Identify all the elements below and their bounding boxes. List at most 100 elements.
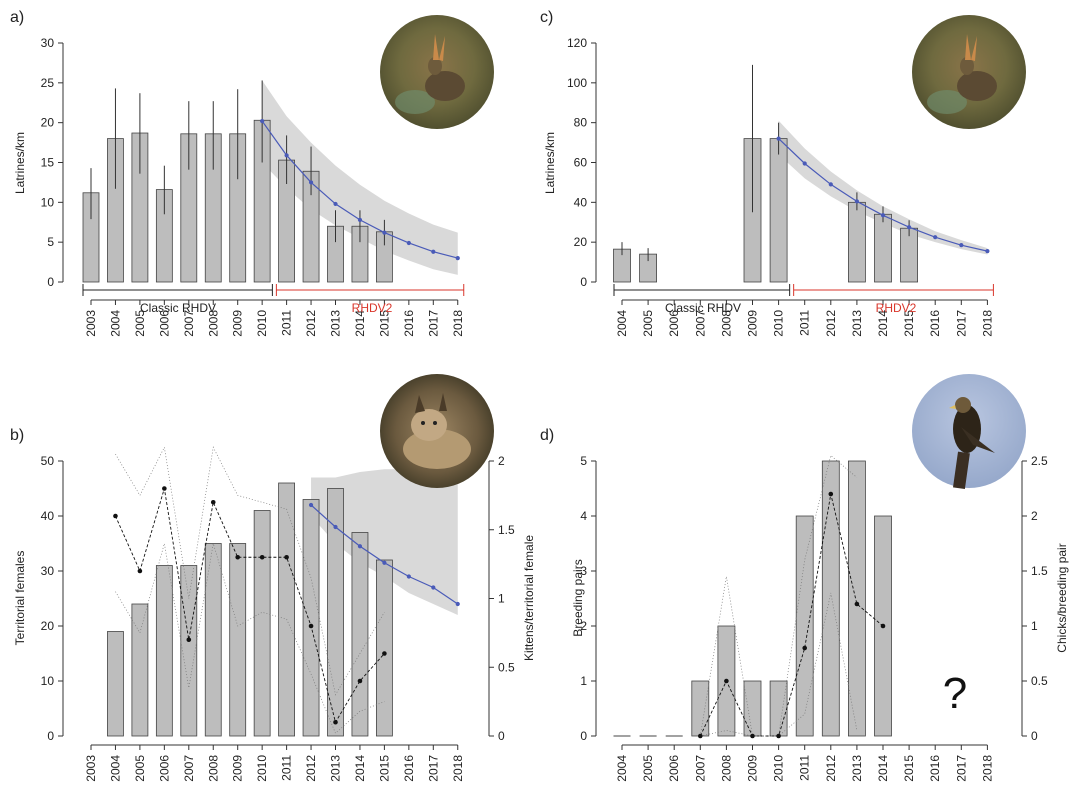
y-tick-label-20: 20 [41,619,55,633]
y-tick-label-10: 10 [41,195,55,209]
y-tick-label-5: 5 [580,454,587,468]
trend-point-2015 [907,225,912,230]
bar-2014 [874,213,892,283]
panel-b-label: b) [10,427,24,444]
bar-2015 [900,227,918,283]
trend-point-2018 [455,256,460,261]
x-tick-label-2005: 2005 [133,310,147,337]
bar-2008 [204,543,222,737]
x-tick-label-2004: 2004 [615,310,629,337]
bar-2009 [229,543,247,737]
panel-c-classic-label: Classic RHDV [665,301,741,315]
bar-2013 [848,460,866,737]
productivity-point-2005 [137,568,143,574]
y-tick-label-15: 15 [41,156,55,170]
y-tick-label-50: 50 [41,454,55,468]
x-tick-label-2014: 2014 [353,310,367,337]
y-tick-label-4: 4 [580,509,587,523]
x-tick-label-2008: 2008 [206,310,220,337]
y-tick-label-60: 60 [574,156,588,170]
bar-2010 [253,510,271,737]
trend-point-2013 [854,199,860,204]
x-tick-label-2012: 2012 [304,310,318,337]
productivity-point-2007 [186,637,192,643]
x-tick-label-2015: 2015 [377,755,391,782]
y-tick-label-3: 3 [580,564,587,578]
panel-d-label: d) [540,427,554,444]
panel-b-y2label: Kittens/territorial female [522,535,536,661]
x-tick-label-2003: 2003 [84,310,98,337]
lynx-photo-icon [380,374,494,488]
panel-c-rhdv2-label: RHDV2 [876,301,917,315]
x-tick-label-2003: 2003 [84,755,98,782]
trend-point-2016 [406,574,411,579]
x-tick-label-2007: 2007 [693,310,707,337]
x-tick-label-2012: 2012 [824,310,838,337]
trend-point-2016 [933,235,938,240]
bar-2014 [351,532,369,737]
y-tick-label-40: 40 [574,195,588,209]
trend-point-2013 [333,524,338,530]
x-tick-label-2007: 2007 [182,755,196,782]
panel-a-rabbit-latrines-chart: 0 5 10 15 20 25 30 2003 2004 2005 2006 2007 2008 2009… [41,36,465,337]
y-tick-label-1: 1 [580,674,587,688]
x-tick-label-2018: 2018 [980,310,994,337]
x-tick-label-2009: 2009 [231,755,245,782]
bar-2010 [769,138,788,283]
x-tick-label-2015: 2015 [902,310,916,337]
productivity-line [115,488,385,724]
y-tick-label-25: 25 [41,76,55,90]
x-tick-label-2010: 2010 [772,310,786,337]
productivity-point-2013 [333,719,338,725]
trend-point-2017 [431,249,436,254]
productivity-point-2007 [698,733,703,739]
bar-2004 [107,631,124,737]
x-tick-label-2018: 2018 [451,310,465,337]
productivity-point-2004 [113,513,118,519]
y2-tick-label-0.5: 0.5 [1031,674,1048,688]
panel-a-ylabel: Latrines/km [13,132,27,194]
panel-b-lynx-females-chart: 0 10 20 30 40 50 0 0.5 1 1.5 2 2003 2004 2005 2006 2007… [41,446,515,782]
x-tick-label-2016: 2016 [402,310,416,337]
y-tick-label-5: 5 [47,235,54,249]
x-tick-label-2018: 2018 [980,755,994,782]
panel-a-classic-label: Classic RHDV [140,301,216,315]
x-tick-label-2017: 2017 [426,755,440,782]
rabbit-photo-icon [380,15,494,129]
x-tick-label-2012: 2012 [304,755,318,782]
x-tick-label-2011: 2011 [798,310,812,336]
y-tick-label-30: 30 [41,564,55,578]
x-tick-label-2005: 2005 [641,310,655,337]
x-tick-label-2006: 2006 [667,310,681,337]
y-tick-label-2: 2 [580,619,587,633]
panel-b-ylabel: Territorial females [13,551,27,646]
panel-c-label: c) [540,9,553,26]
bar-2011 [278,482,296,737]
x-tick-label-2009: 2009 [746,755,760,782]
panel-d-eagle-pairs-chart: 0 1 2 3 4 5 0 0.5 1 1.5 2 2.5 2004 2005 2006 2007 2008 20… [580,454,1048,782]
x-tick-label-2011: 2011 [280,755,294,781]
x-tick-label-2010: 2010 [772,755,786,782]
y-tick-label-0: 0 [580,275,587,289]
x-tick-label-2014: 2014 [876,310,890,337]
trend-point-2015 [382,560,387,565]
x-tick-label-2016: 2016 [928,310,942,337]
productivity-lower-ci [700,592,858,737]
productivity-point-2011 [802,645,807,651]
y-tick-label-80: 80 [574,116,588,130]
x-tick-label-2009: 2009 [746,310,760,337]
productivity-point-2014 [357,678,363,684]
trend-point-2014 [880,213,886,218]
x-tick-label-2017: 2017 [954,310,968,337]
trend-point-2011 [284,153,289,158]
x-tick-label-2018: 2018 [451,755,465,782]
trend-point-2013 [333,201,338,207]
y2-tick-label-1: 1 [498,592,505,606]
y-tick-label-20: 20 [41,116,55,130]
y2-tick-label-0: 0 [1031,729,1038,743]
productivity-point-2006 [162,486,167,491]
trend-point-2014 [357,217,363,222]
productivity-point-2010 [259,554,265,560]
x-tick-label-2004: 2004 [108,755,122,782]
panel-c-rabbit-latrines-chart: 0 20 40 60 80 100 120 2004 2005 2006 2007 2008 2009 2… [567,36,994,337]
